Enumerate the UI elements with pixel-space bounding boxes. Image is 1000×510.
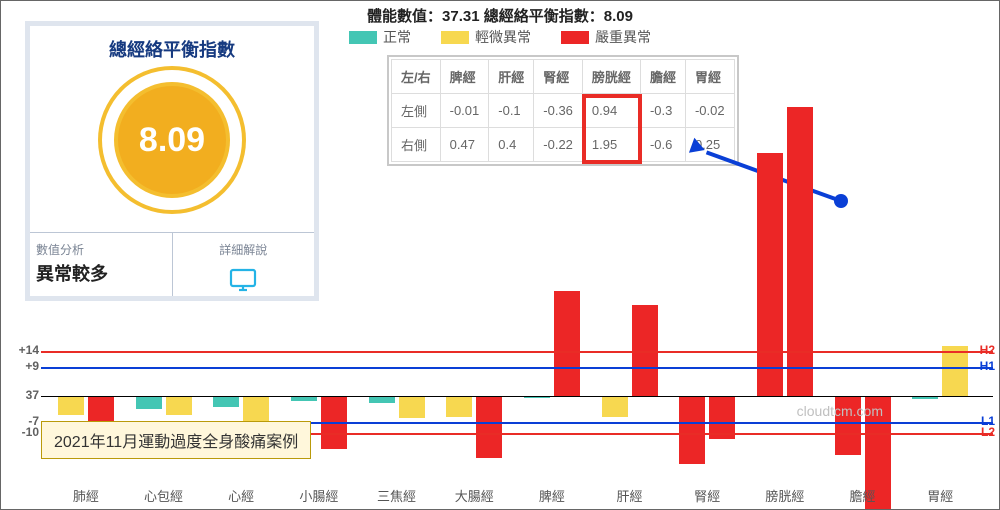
bar bbox=[166, 396, 192, 415]
bar-slot bbox=[824, 281, 902, 469]
gridline-label: L2 bbox=[981, 425, 995, 439]
header-prefix: 體能數值： bbox=[367, 8, 442, 25]
bar bbox=[757, 153, 783, 396]
gridline-label: H1 bbox=[980, 359, 995, 373]
x-axis-label: 膽經 bbox=[824, 486, 902, 505]
table-cell: -0.1 bbox=[489, 94, 534, 128]
table-cell: -0.22 bbox=[534, 128, 583, 162]
x-axis-label: 腎經 bbox=[668, 486, 746, 505]
score-value: 8.09 bbox=[139, 121, 205, 160]
meridian-table: 左/右脾經肝經腎經膀胱經膽經胃經左側-0.01-0.1-0.360.94-0.3… bbox=[391, 59, 735, 162]
bar bbox=[369, 396, 395, 404]
bar bbox=[213, 396, 239, 407]
bar bbox=[476, 396, 502, 459]
bar bbox=[942, 346, 968, 395]
table-header: 左/右 bbox=[392, 60, 441, 94]
y-axis-label: 37 bbox=[5, 388, 39, 402]
x-axis-label: 胃經 bbox=[901, 486, 979, 505]
table-cell: 0.4 bbox=[489, 128, 534, 162]
x-axis-label: 脾經 bbox=[513, 486, 591, 505]
table-header: 脾經 bbox=[440, 60, 489, 94]
x-axis-labels: 肺經心包經心經小腸經三焦經大腸經脾經肝經腎經膀胱經膽經胃經 bbox=[47, 486, 979, 505]
x-axis-label: 小腸經 bbox=[280, 486, 358, 505]
table-header: 肝經 bbox=[489, 60, 534, 94]
energy-value: 37.31 bbox=[442, 8, 480, 25]
bar bbox=[446, 396, 472, 417]
caption-box: 2021年11月運動過度全身酸痛案例 bbox=[41, 421, 311, 459]
legend-swatch bbox=[441, 31, 469, 44]
bar bbox=[136, 396, 162, 409]
bar-slot bbox=[901, 281, 979, 469]
x-axis-label: 膀胱經 bbox=[746, 486, 824, 505]
table-row-name: 左側 bbox=[392, 94, 441, 128]
y-axis-label: +14 bbox=[5, 343, 39, 357]
table-cell: 0.94 bbox=[582, 94, 640, 128]
table-header: 膀胱經 bbox=[582, 60, 640, 94]
x-axis-label: 心經 bbox=[202, 486, 280, 505]
bar bbox=[58, 396, 84, 415]
legend-label: 正常 bbox=[383, 27, 411, 47]
table-header: 腎經 bbox=[534, 60, 583, 94]
analysis-label: 數值分析 bbox=[36, 241, 166, 258]
bar bbox=[554, 291, 580, 396]
legend-swatch bbox=[349, 31, 377, 44]
bar bbox=[399, 396, 425, 419]
table-cell: 1.95 bbox=[582, 128, 640, 162]
table-cell: -0.01 bbox=[440, 94, 489, 128]
bar-slot bbox=[513, 281, 591, 469]
x-axis-label: 大腸經 bbox=[435, 486, 513, 505]
table-cell: -0.02 bbox=[685, 94, 734, 128]
balance-value: 8.09 bbox=[604, 8, 633, 25]
legend-label: 嚴重異常 bbox=[595, 27, 651, 47]
score-card: 總經絡平衡指數 8.09 數值分析 異常較多 詳細解說 bbox=[25, 21, 319, 301]
gridline bbox=[41, 351, 993, 353]
table-header: 膽經 bbox=[640, 60, 685, 94]
bar bbox=[679, 396, 705, 464]
watermark: cloudtcm.com bbox=[797, 403, 883, 419]
legend-item: 正常 bbox=[349, 27, 411, 47]
table-header: 胃經 bbox=[685, 60, 734, 94]
x-axis-label: 三焦經 bbox=[358, 486, 436, 505]
gridline bbox=[41, 396, 993, 397]
table-cell: -0.36 bbox=[534, 94, 583, 128]
gridline-label: H2 bbox=[980, 343, 995, 357]
x-axis-label: 心包經 bbox=[125, 486, 203, 505]
bar bbox=[602, 396, 628, 417]
legend-swatch bbox=[561, 31, 589, 44]
gridline bbox=[41, 367, 993, 369]
card-title: 總經絡平衡指數 bbox=[30, 36, 314, 62]
table-cell: -0.3 bbox=[640, 94, 685, 128]
legend-item: 輕微異常 bbox=[441, 27, 531, 47]
table-cell: -0.6 bbox=[640, 128, 685, 162]
meridian-table-wrap: 左/右脾經肝經腎經膀胱經膽經胃經左側-0.01-0.1-0.360.94-0.3… bbox=[387, 55, 739, 166]
y-axis-label: -10 bbox=[5, 425, 39, 439]
table-cell: 0.47 bbox=[440, 128, 489, 162]
legend-label: 輕微異常 bbox=[475, 27, 531, 47]
detail-label: 詳細解說 bbox=[179, 241, 309, 258]
bar-slot bbox=[668, 281, 746, 469]
header-mid: 總經絡平衡指數： bbox=[480, 8, 604, 25]
score-ring: 8.09 bbox=[102, 70, 242, 210]
y-axis-label: +9 bbox=[5, 359, 39, 373]
legend-item: 嚴重異常 bbox=[561, 27, 651, 47]
bar-slot bbox=[358, 281, 436, 469]
bar-slot bbox=[435, 281, 513, 469]
bar-slot bbox=[591, 281, 669, 469]
bar-slot bbox=[746, 281, 824, 469]
x-axis-label: 肺經 bbox=[47, 486, 125, 505]
table-row-name: 右側 bbox=[392, 128, 441, 162]
x-axis-label: 肝經 bbox=[591, 486, 669, 505]
